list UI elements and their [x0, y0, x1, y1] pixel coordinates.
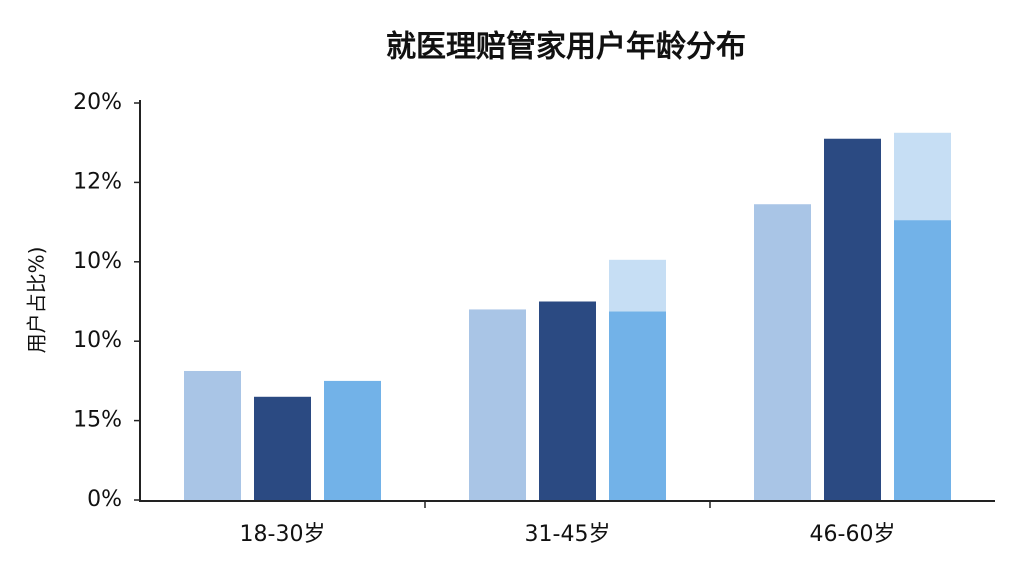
bar [609, 259, 666, 312]
bar [754, 204, 811, 501]
bar [824, 138, 881, 501]
y-tick-label: 10% [73, 328, 122, 353]
y-tick-label: 10% [73, 249, 122, 274]
bar [894, 132, 951, 221]
y-tick-label: 15% [73, 408, 122, 433]
bar [539, 301, 596, 500]
bar [254, 396, 311, 500]
chart-title: 就医理赔管家用户年龄分布 [386, 30, 746, 65]
y-tick-label: 0% [87, 487, 122, 512]
x-tick-label: 31-45岁 [525, 522, 611, 547]
bar [324, 380, 381, 500]
bar [894, 220, 951, 501]
x-tick-label: 46-60岁 [810, 522, 896, 547]
y-tick-label: 20% [73, 90, 122, 115]
y-tick-label: 12% [73, 169, 122, 194]
y-axis-label: 用户占比%) [25, 247, 49, 354]
bar [469, 309, 526, 500]
bar [609, 311, 666, 500]
x-tick-label: 18-30岁 [240, 522, 326, 547]
bar [184, 370, 241, 500]
